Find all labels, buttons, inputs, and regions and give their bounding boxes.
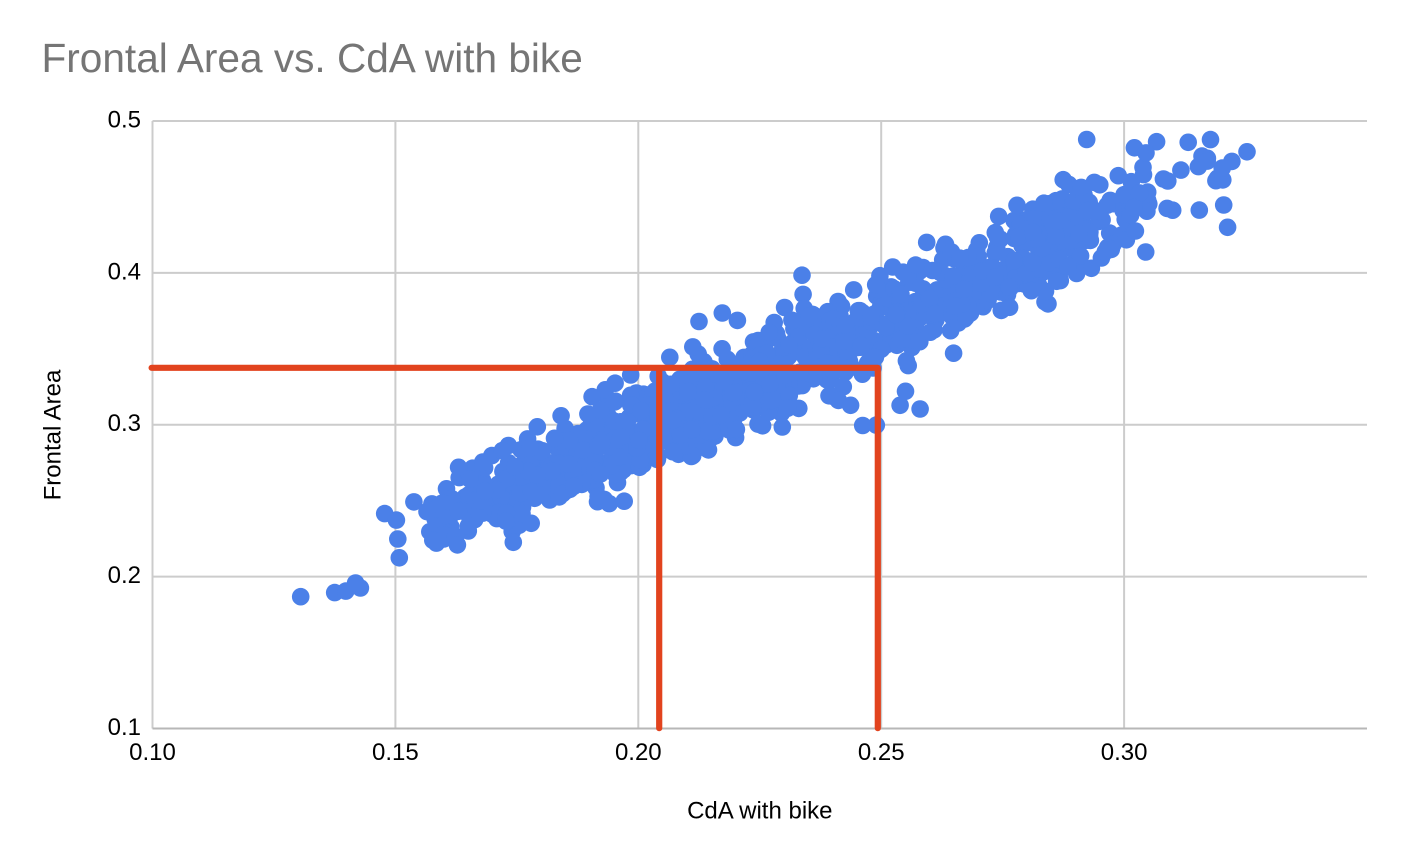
svg-text:Frontal Area: Frontal Area — [40, 369, 67, 500]
svg-text:0.25: 0.25 — [858, 739, 905, 766]
svg-text:0.15: 0.15 — [372, 739, 419, 766]
svg-text:Frontal Area vs. CdA with bike: Frontal Area vs. CdA with bike — [42, 35, 583, 81]
svg-text:0.10: 0.10 — [129, 739, 176, 766]
svg-text:0.4: 0.4 — [108, 258, 141, 285]
svg-text:0.2: 0.2 — [108, 562, 141, 589]
svg-text:0.20: 0.20 — [615, 739, 662, 766]
svg-text:0.3: 0.3 — [108, 410, 141, 437]
svg-text:CdA with bike: CdA with bike — [687, 798, 832, 825]
svg-text:0.1: 0.1 — [108, 714, 141, 741]
svg-text:0.5: 0.5 — [108, 107, 141, 134]
svg-text:0.30: 0.30 — [1101, 739, 1148, 766]
